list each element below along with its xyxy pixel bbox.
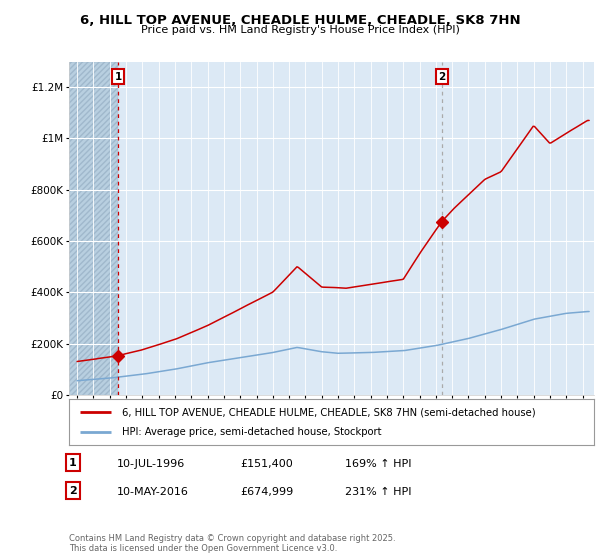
Text: £151,400: £151,400	[240, 459, 293, 469]
Text: 10-MAY-2016: 10-MAY-2016	[117, 487, 189, 497]
Text: 2: 2	[69, 486, 77, 496]
Text: 1: 1	[69, 458, 77, 468]
Text: 1: 1	[115, 72, 122, 82]
Text: HPI: Average price, semi-detached house, Stockport: HPI: Average price, semi-detached house,…	[121, 427, 381, 437]
Text: 2: 2	[438, 72, 445, 82]
Text: Contains HM Land Registry data © Crown copyright and database right 2025.
This d: Contains HM Land Registry data © Crown c…	[69, 534, 395, 553]
Text: Price paid vs. HM Land Registry's House Price Index (HPI): Price paid vs. HM Land Registry's House …	[140, 25, 460, 35]
Text: 6, HILL TOP AVENUE, CHEADLE HULME, CHEADLE, SK8 7HN (semi-detached house): 6, HILL TOP AVENUE, CHEADLE HULME, CHEAD…	[121, 407, 535, 417]
Text: 231% ↑ HPI: 231% ↑ HPI	[345, 487, 412, 497]
Text: 169% ↑ HPI: 169% ↑ HPI	[345, 459, 412, 469]
Text: £674,999: £674,999	[240, 487, 293, 497]
Text: 6, HILL TOP AVENUE, CHEADLE HULME, CHEADLE, SK8 7HN: 6, HILL TOP AVENUE, CHEADLE HULME, CHEAD…	[80, 14, 520, 27]
Text: 10-JUL-1996: 10-JUL-1996	[117, 459, 185, 469]
Bar	[69, 62, 118, 395]
